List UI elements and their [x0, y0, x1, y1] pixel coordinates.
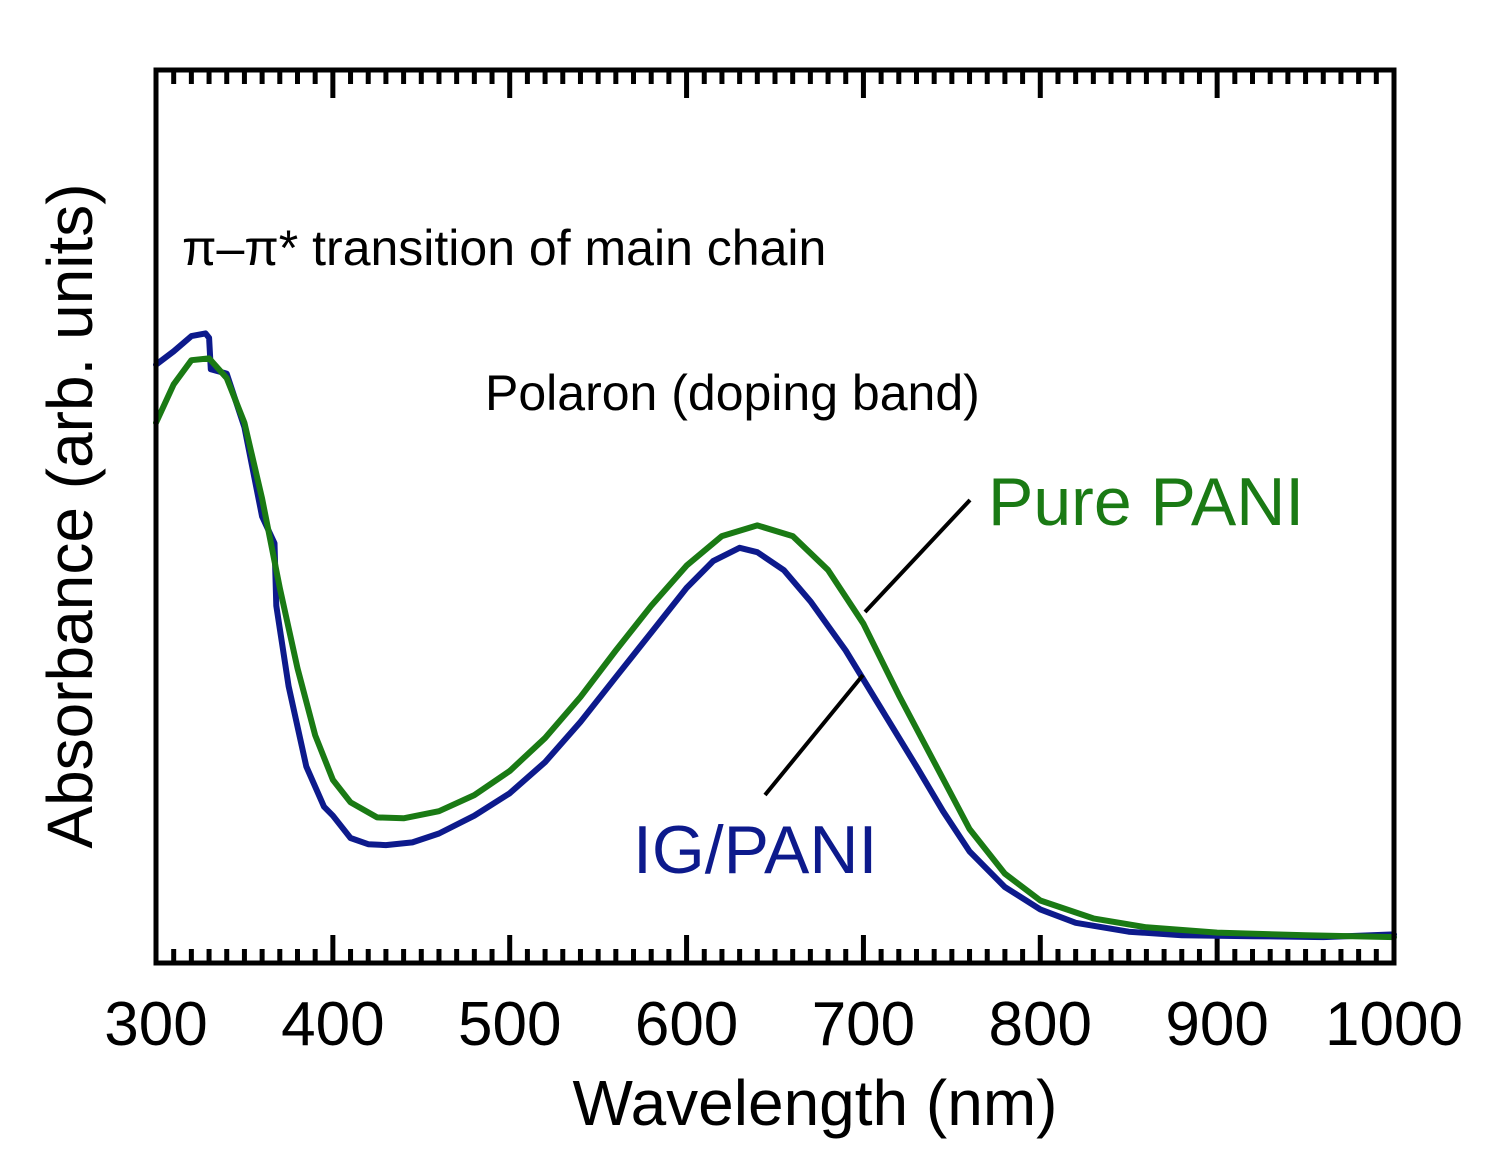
ig-pani-leader-line [763, 673, 865, 797]
series-line-pure-pani [153, 355, 1397, 941]
x-tick-label: 300 [104, 990, 207, 1059]
x-tick-label: 1000 [1325, 990, 1463, 1059]
plot-frame [153, 67, 1397, 966]
x-tick-label: 400 [281, 990, 384, 1059]
x-tick-label: 800 [989, 990, 1092, 1059]
series-label-pure-pani: Pure PANI [988, 464, 1304, 540]
x-tick-label: 700 [812, 990, 915, 1059]
x-tick-labels: 300 400 500 600 700 800 900 1000 [104, 990, 1463, 1059]
annotation-polaron: Polaron (doping band) [485, 365, 980, 421]
pure-pani-leader-line [863, 498, 972, 614]
x-axis-title: Wavelength (nm) [573, 1067, 1058, 1139]
y-axis-title: Absorbance (arb. units) [34, 183, 106, 848]
series-layer [153, 330, 1397, 941]
x-tick-label: 500 [458, 990, 561, 1059]
x-tick-label: 900 [1165, 990, 1268, 1059]
series-label-ig-pani: IG/PANI [633, 812, 877, 888]
x-tick-label: 600 [635, 990, 738, 1059]
annotation-pi-transition: π–π* transition of main chain [182, 220, 826, 276]
